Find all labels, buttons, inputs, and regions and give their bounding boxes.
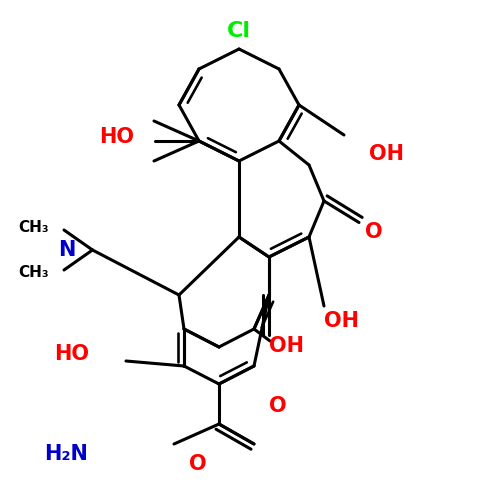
Text: OH: OH xyxy=(269,336,304,356)
Text: N: N xyxy=(58,240,76,260)
Text: OH: OH xyxy=(324,311,359,331)
Text: O: O xyxy=(269,396,286,416)
Text: CH₃: CH₃ xyxy=(18,265,49,280)
Text: O: O xyxy=(189,454,206,474)
Text: OH: OH xyxy=(369,144,404,164)
Text: H₂N: H₂N xyxy=(44,444,88,464)
Text: O: O xyxy=(365,222,382,242)
Text: CH₃: CH₃ xyxy=(18,220,49,235)
Text: Cl: Cl xyxy=(227,21,251,41)
Text: HO: HO xyxy=(54,344,89,364)
Text: HO: HO xyxy=(99,127,134,147)
